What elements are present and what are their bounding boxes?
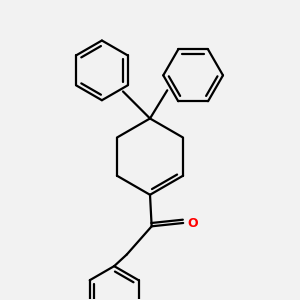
Text: O: O xyxy=(187,217,198,230)
